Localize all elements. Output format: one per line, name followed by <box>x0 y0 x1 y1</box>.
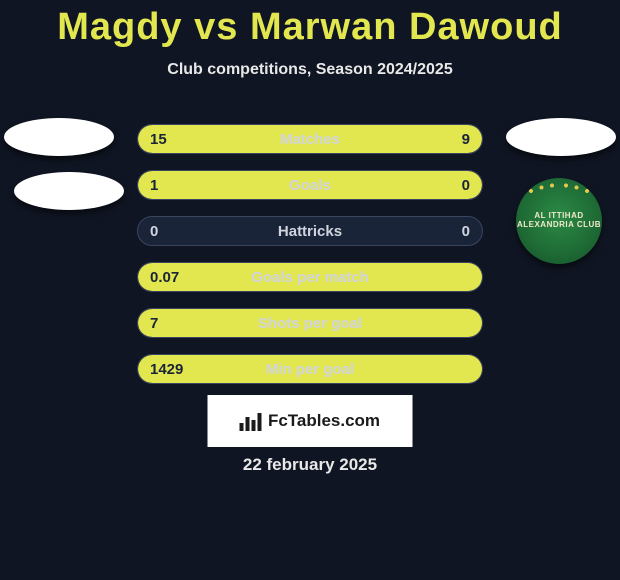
bar-label: Matches <box>138 125 482 153</box>
date-text: 22 february 2025 <box>0 455 620 475</box>
footer-brand-box: FcTables.com <box>208 395 413 447</box>
club-badge-text: AL ITTIHAD ALEXANDRIA CLUB <box>516 212 602 230</box>
stat-bar-row: Goals1 0 <box>137 170 483 200</box>
player2-club-badge: AL ITTIHAD ALEXANDRIA CLUB <box>516 178 602 264</box>
bar-value-right: 0 <box>462 217 470 245</box>
bar-value-left: 0 <box>150 217 158 245</box>
bar-value-right: 0 <box>462 171 470 199</box>
bar-label: Hattricks <box>138 217 482 245</box>
bar-value-left: 1429 <box>150 355 183 383</box>
bar-value-left: 0.07 <box>150 263 179 291</box>
bar-value-left: 1 <box>150 171 158 199</box>
stats-bars: Matches159Goals10Hattricks00Goals per ma… <box>137 124 483 400</box>
bar-label: Shots per goal <box>138 309 482 337</box>
chart-icon <box>240 411 262 431</box>
subtitle: Club competitions, Season 2024/2025 <box>0 61 620 79</box>
player1-avatar-placeholder <box>4 118 114 156</box>
stat-bar-row: Goals per match0.07 <box>137 262 483 292</box>
stat-bar-row: Matches15 9 <box>137 124 483 154</box>
bar-label: Goals <box>138 171 482 199</box>
stat-bar-row: Shots per goal7 <box>137 308 483 338</box>
bar-label: Goals per match <box>138 263 482 291</box>
player1-club-placeholder <box>14 172 124 210</box>
stat-bar-row: Hattricks0 0 <box>137 216 483 246</box>
footer-brand-text: FcTables.com <box>268 411 380 431</box>
player2-avatar-placeholder <box>506 118 616 156</box>
bar-value-right: 9 <box>462 125 470 153</box>
stat-bar-row: Min per goal1429 <box>137 354 483 384</box>
bar-value-left: 15 <box>150 125 167 153</box>
bar-label: Min per goal <box>138 355 482 383</box>
bar-value-left: 7 <box>150 309 158 337</box>
page-title: Magdy vs Marwan Dawoud <box>0 0 620 49</box>
